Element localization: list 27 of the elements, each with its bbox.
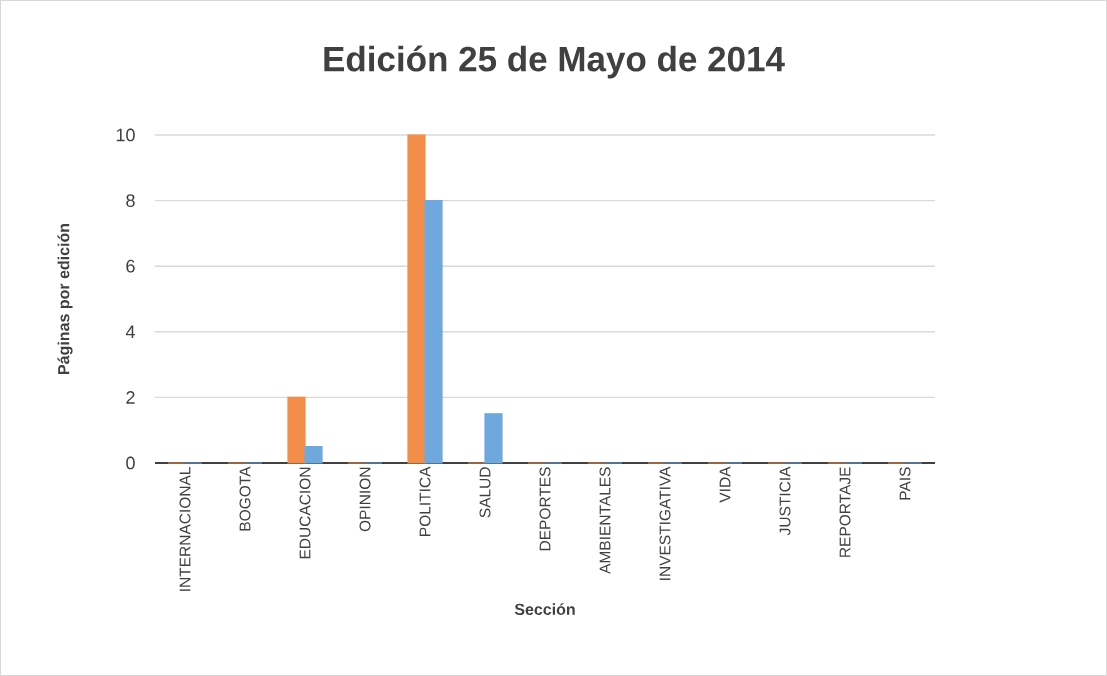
chart-title: Edición 25 de Mayo de 2014 <box>324 45 785 79</box>
x-tick-label: AMBIENTALES <box>599 467 611 574</box>
bar <box>407 134 426 464</box>
x-tick-label: INVESTIGATIVA <box>659 466 671 580</box>
y-tick-label: 10 <box>116 128 135 142</box>
bar <box>304 445 323 464</box>
y-tick-label: 6 <box>126 259 135 273</box>
y-axis-title: Páginas por edición <box>57 223 73 374</box>
y-tick-label: 4 <box>125 325 135 338</box>
x-tick-label: JUSTICIA <box>779 466 791 536</box>
x-tick-label: POLITICA <box>419 466 431 536</box>
x-tick-label: BOGOTA <box>239 466 251 531</box>
y-tick-label: 8 <box>126 194 135 207</box>
y-tick-label: 0 <box>126 456 135 470</box>
y-tick-label: 2 <box>126 391 135 404</box>
x-axis-title: Sección <box>514 603 575 616</box>
x-tick-label: VIDA <box>719 466 731 503</box>
bar <box>287 396 306 464</box>
x-tick-label: PAIS <box>899 467 911 500</box>
x-tick-label: INTERNACIONAL <box>179 467 191 591</box>
x-tick-label: DEPORTES <box>539 467 551 551</box>
bar <box>484 413 503 464</box>
x-tick-label: OPINION <box>359 467 371 532</box>
x-tick-label: REPORTAJE <box>839 467 851 557</box>
bar <box>424 199 443 464</box>
x-tick-label: SALUD <box>479 467 491 518</box>
x-tick-label: EDUCACION <box>299 467 311 559</box>
